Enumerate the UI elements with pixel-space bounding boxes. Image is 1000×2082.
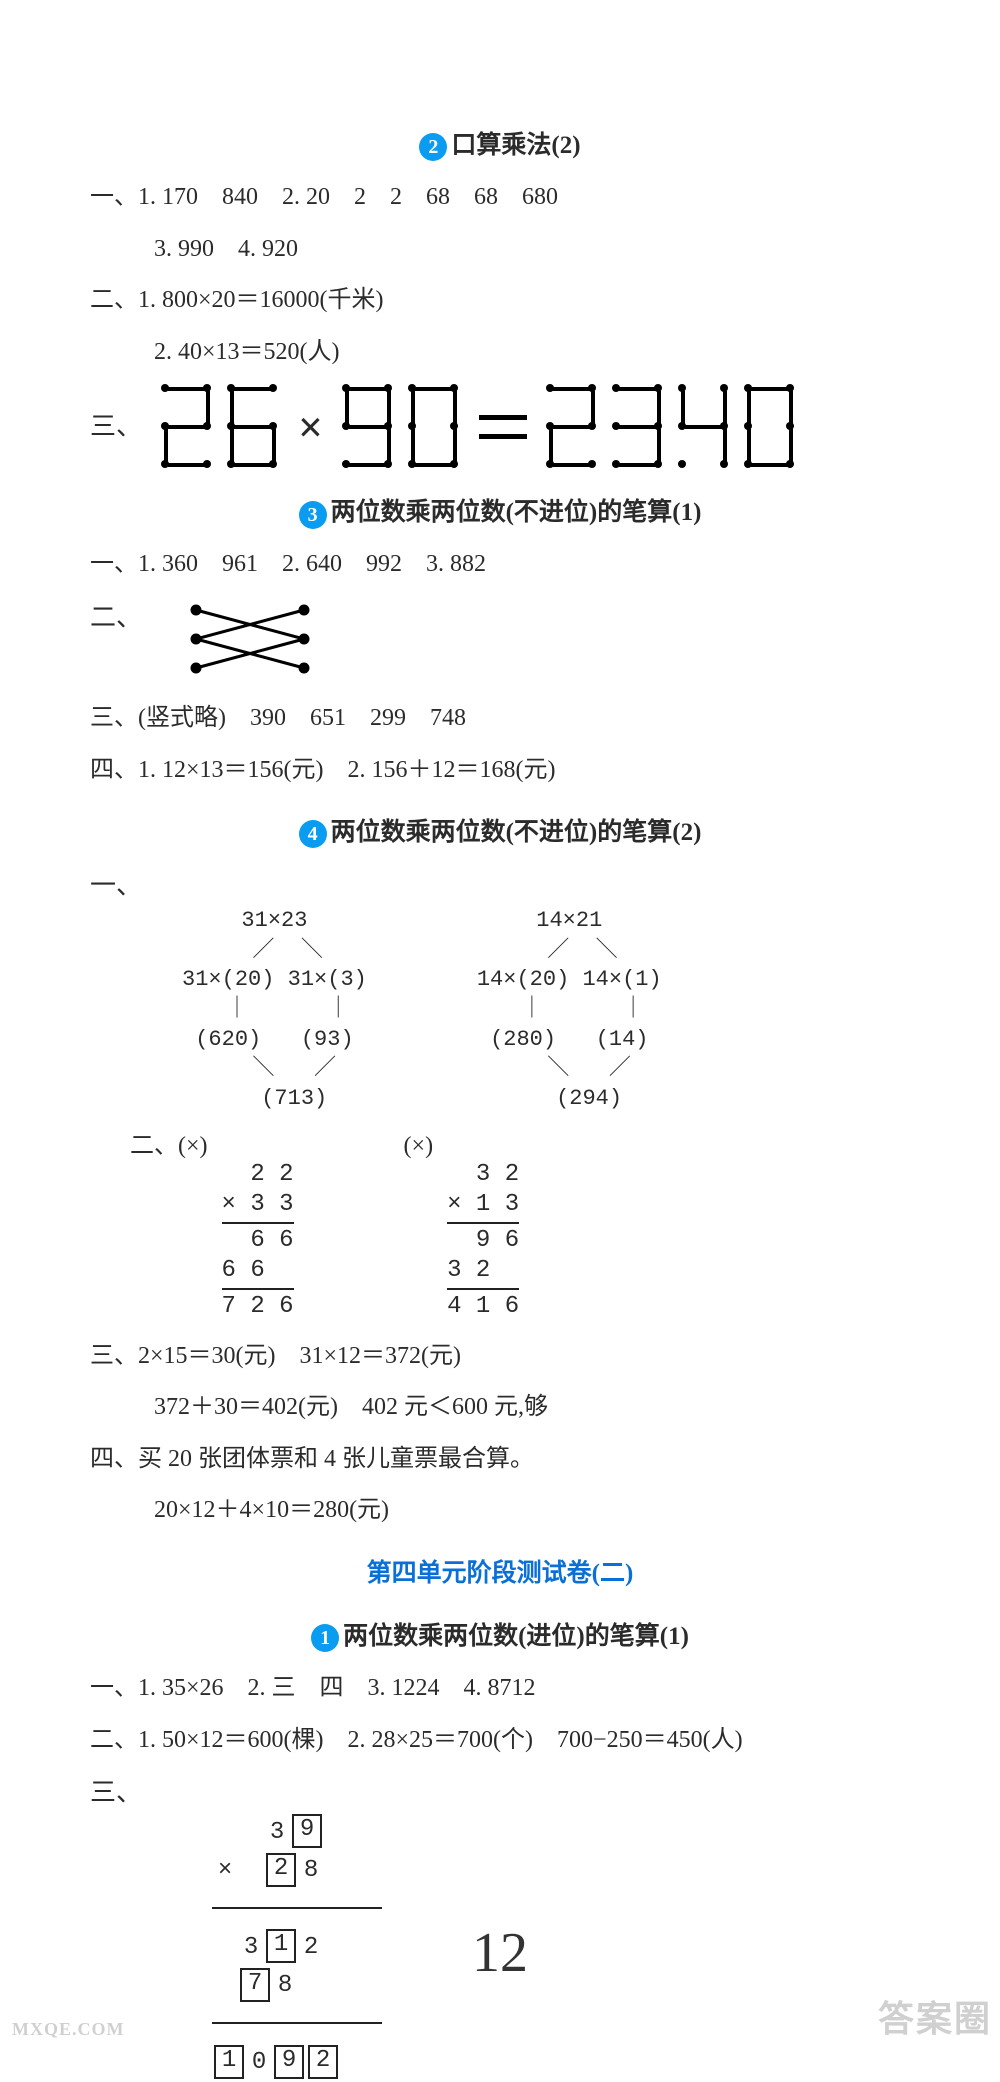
seg-digit-3	[611, 387, 665, 467]
sec1b-q1: 一、1. 35×26 2. 三 四 3. 1224 4. 8712	[90, 1672, 910, 1706]
sec3-q4: 四、1. 12×13＝156(元) 2. 156＋12＝168(元)	[90, 754, 910, 788]
sec4-q2-mark-a: 二、(×)	[130, 1130, 208, 1322]
sec1b-boxed-multiplication: 39 ×28 312 78 1092	[212, 1775, 382, 2082]
sec2-q3-seven-segment-equation: 三、 ×	[90, 387, 910, 467]
seg-times: ×	[292, 397, 329, 459]
seg-digit-6	[226, 387, 280, 467]
mult-col-a: 2 2 × 3 3 6 6 6 6 7 2 6	[222, 1130, 294, 1322]
section4-title-text: 两位数乘两位数(不进位)的笔算(2)	[331, 819, 702, 846]
sec1b-q2: 二、1. 50×12＝600(棵) 2. 28×25＝700(个) 700−25…	[90, 1724, 910, 1758]
seg-digit-2b	[545, 387, 599, 467]
sec4-q1-prefix: 一、	[90, 868, 142, 1124]
seg-digit-9	[341, 387, 395, 467]
section1b-title-text: 两位数乘两位数(进位)的笔算(1)	[343, 1623, 689, 1650]
seg-digit-4	[677, 387, 731, 467]
sec3-q3: 三、(竖式略) 390 651 299 748	[90, 702, 910, 736]
section3-title-text: 两位数乘两位数(不进位)的笔算(1)	[331, 499, 702, 526]
seg-digit-0b	[743, 387, 797, 467]
section2-title: 2口算乘法(2)	[90, 128, 910, 163]
section4-title: 4两位数乘两位数(不进位)的笔算(2)	[90, 815, 910, 850]
sec4-q4-line2: 20×12＋4×10＝280(元)	[154, 1494, 910, 1528]
watermark-left: MXQE.COM	[12, 2017, 124, 2042]
unit-test-title: 第四单元阶段测试卷(二)	[90, 1556, 910, 1591]
section2-title-text: 口算乘法(2)	[451, 132, 580, 159]
seg-digit-2a	[160, 387, 214, 467]
handwritten-page-number: 12	[472, 1914, 528, 1992]
sec2-q2-line2: 2. 40×13＝520(人)	[154, 336, 910, 370]
watermark-right: 答案圈	[878, 1994, 992, 2044]
sec2-q2-line1: 二、1. 800×20＝16000(千米)	[90, 284, 910, 318]
sec4-q4-line1: 四、买 20 张团体票和 4 张儿童票最合算。	[90, 1443, 910, 1477]
sec3-q1: 一、1. 360 961 2. 640 992 3. 882	[90, 548, 910, 582]
sec4-q2-vertical-multiplications: 二、(×) 2 2 × 3 3 6 6 6 6 7 2 6 (×) 3 2 × …	[130, 1130, 910, 1322]
sec2-q1-line1: 一、1. 170 840 2. 20 2 2 68 68 680	[90, 181, 910, 215]
section1b-title: 1两位数乘两位数(进位)的笔算(1)	[90, 1619, 910, 1654]
sec4-q3-line1: 三、2×15＝30(元) 31×12＝372(元)	[90, 1340, 910, 1374]
mult-col-b: 3 2 × 1 3 9 6 3 2 4 1 6	[447, 1130, 519, 1322]
seg-digit-0a	[407, 387, 461, 467]
section3-title: 3两位数乘两位数(不进位)的笔算(1)	[90, 495, 910, 530]
sec2-q3-prefix: 三、	[90, 409, 142, 445]
sec4-q3-line2: 372＋30＝402(元) 402 元＜600 元,够	[154, 1391, 910, 1425]
seg-equals	[473, 415, 533, 439]
badge-4: 4	[299, 820, 327, 848]
sec4-q1-tree-diagrams: 31×23 ／ ＼ 31×(20) 31×(3) ｜ ｜ (620) (93) …	[182, 876, 662, 1114]
sec3-crossed-matching-icon	[190, 604, 310, 674]
badge-1: 1	[311, 1624, 339, 1652]
badge-2: 2	[419, 133, 447, 161]
sec2-q1-line2: 3. 990 4. 920	[154, 233, 910, 267]
tree-right: 14×21 ／ ＼ 14×(20) 14×(1) ｜ ｜ (280) (14) …	[477, 876, 662, 1114]
badge-3: 3	[299, 501, 327, 529]
sec4-q2-mark-b: (×)	[404, 1130, 434, 1322]
sec3-q2-prefix: 二、	[90, 600, 142, 636]
tree-left: 31×23 ／ ＼ 31×(20) 31×(3) ｜ ｜ (620) (93) …	[182, 876, 367, 1114]
